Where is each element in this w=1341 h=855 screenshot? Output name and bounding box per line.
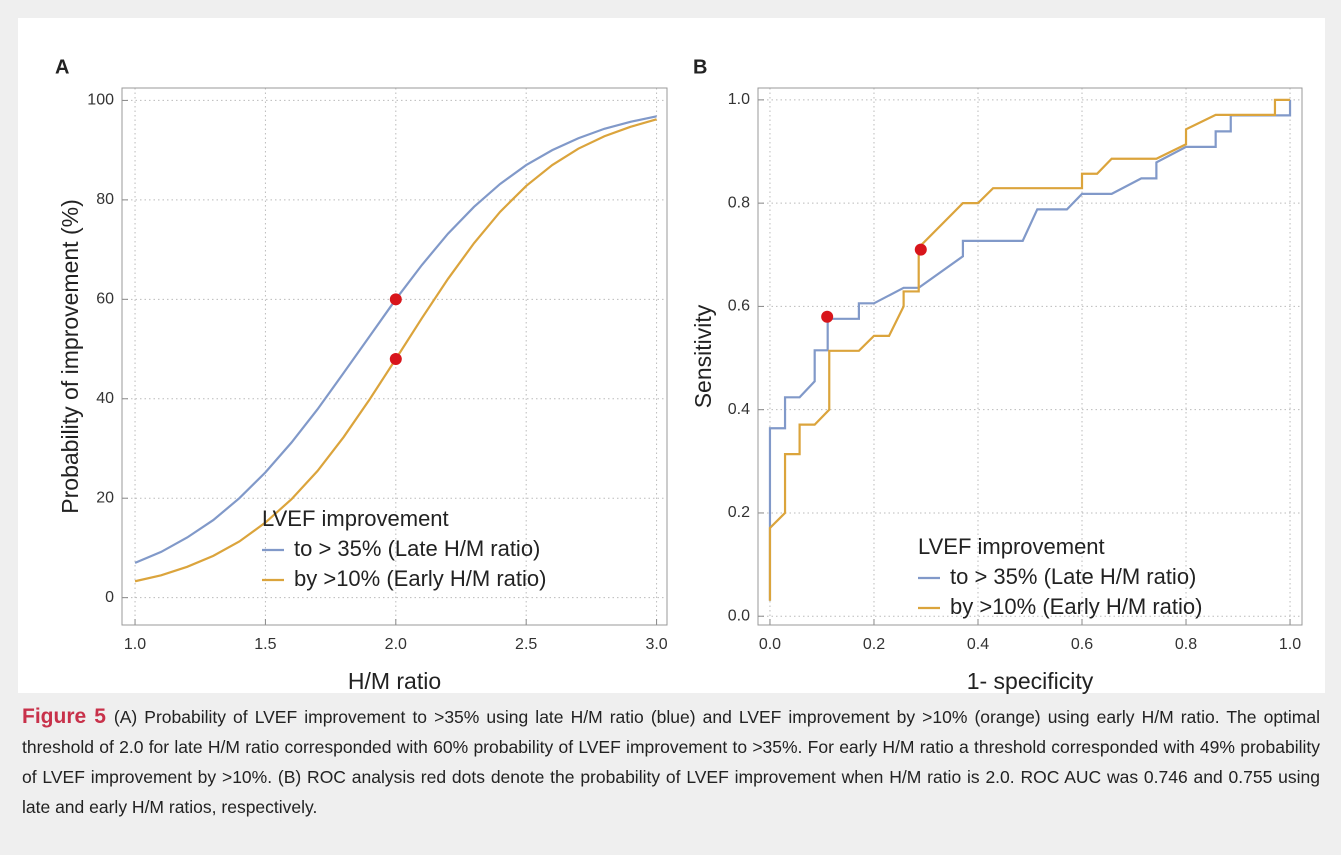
- y-tick-label: 80: [96, 191, 114, 208]
- plot-frame: [121, 87, 668, 626]
- x-tick-label: 2.5: [515, 636, 537, 653]
- caption-label: Figure 5: [22, 705, 106, 728]
- legend-title: LVEF improvement: [918, 534, 1105, 559]
- legend-label: by >10% (Early H/M ratio): [294, 566, 546, 591]
- x-tick-label: 1.0: [124, 636, 146, 653]
- x-axis-title: 1- specificity: [967, 668, 1094, 694]
- x-tick-label: 0.2: [863, 636, 885, 653]
- legend-title: LVEF improvement: [262, 506, 449, 531]
- y-tick-label: 0.4: [728, 401, 750, 418]
- y-tick-label: 20: [96, 489, 114, 506]
- figure-panel: [18, 18, 1325, 693]
- series-line: [768, 99, 1292, 601]
- y-tick-label: 0.2: [728, 504, 750, 521]
- panel-label: B: [693, 56, 707, 78]
- highlight-point: [389, 293, 402, 306]
- y-tick-label: 0.8: [728, 194, 750, 211]
- x-tick-label: 0.6: [1071, 636, 1093, 653]
- x-axis-title: H/M ratio: [348, 668, 441, 694]
- legend-label: to > 35% (Late H/M ratio): [294, 536, 540, 561]
- y-tick-label: 40: [96, 390, 114, 407]
- plot-frame: [757, 87, 1303, 626]
- x-tick-label: 2.0: [385, 636, 407, 653]
- series-line: [768, 98, 1291, 601]
- x-tick-label: 1.5: [254, 636, 276, 653]
- y-tick-label: 0.0: [728, 607, 750, 624]
- caption: Figure 5 (A) Probability of LVEF improvem…: [22, 702, 1320, 822]
- highlight-point: [914, 243, 927, 256]
- y-axis-title: Sensitivity: [690, 304, 716, 408]
- highlight-point: [389, 352, 402, 365]
- x-tick-label: 0.8: [1175, 636, 1197, 653]
- x-tick-label: 0.0: [759, 636, 781, 653]
- y-tick-label: 0.6: [728, 298, 750, 315]
- figure: A 1.0 1.5 2.0 2.5 3.0 0 20 40 60 80 100 H/M ratio Pro…: [18, 18, 1325, 694]
- highlight-point: [821, 310, 834, 323]
- x-tick-label: 1.0: [1279, 636, 1301, 653]
- panel-label: A: [55, 56, 69, 78]
- y-tick-label: 1.0: [728, 91, 750, 108]
- legend-label: by >10% (Early H/M ratio): [950, 594, 1202, 619]
- y-tick-label: 0: [105, 589, 114, 606]
- legend-label: to > 35% (Late H/M ratio): [950, 564, 1196, 589]
- x-tick-label: 3.0: [645, 636, 667, 653]
- y-tick-label: 60: [96, 291, 114, 308]
- x-tick-label: 0.4: [967, 636, 989, 653]
- caption-text: (A) Probability of LVEF improvement to >…: [22, 707, 1321, 817]
- y-axis-title: Probability of improvement (%): [57, 199, 83, 513]
- y-tick-label: 100: [87, 92, 114, 109]
